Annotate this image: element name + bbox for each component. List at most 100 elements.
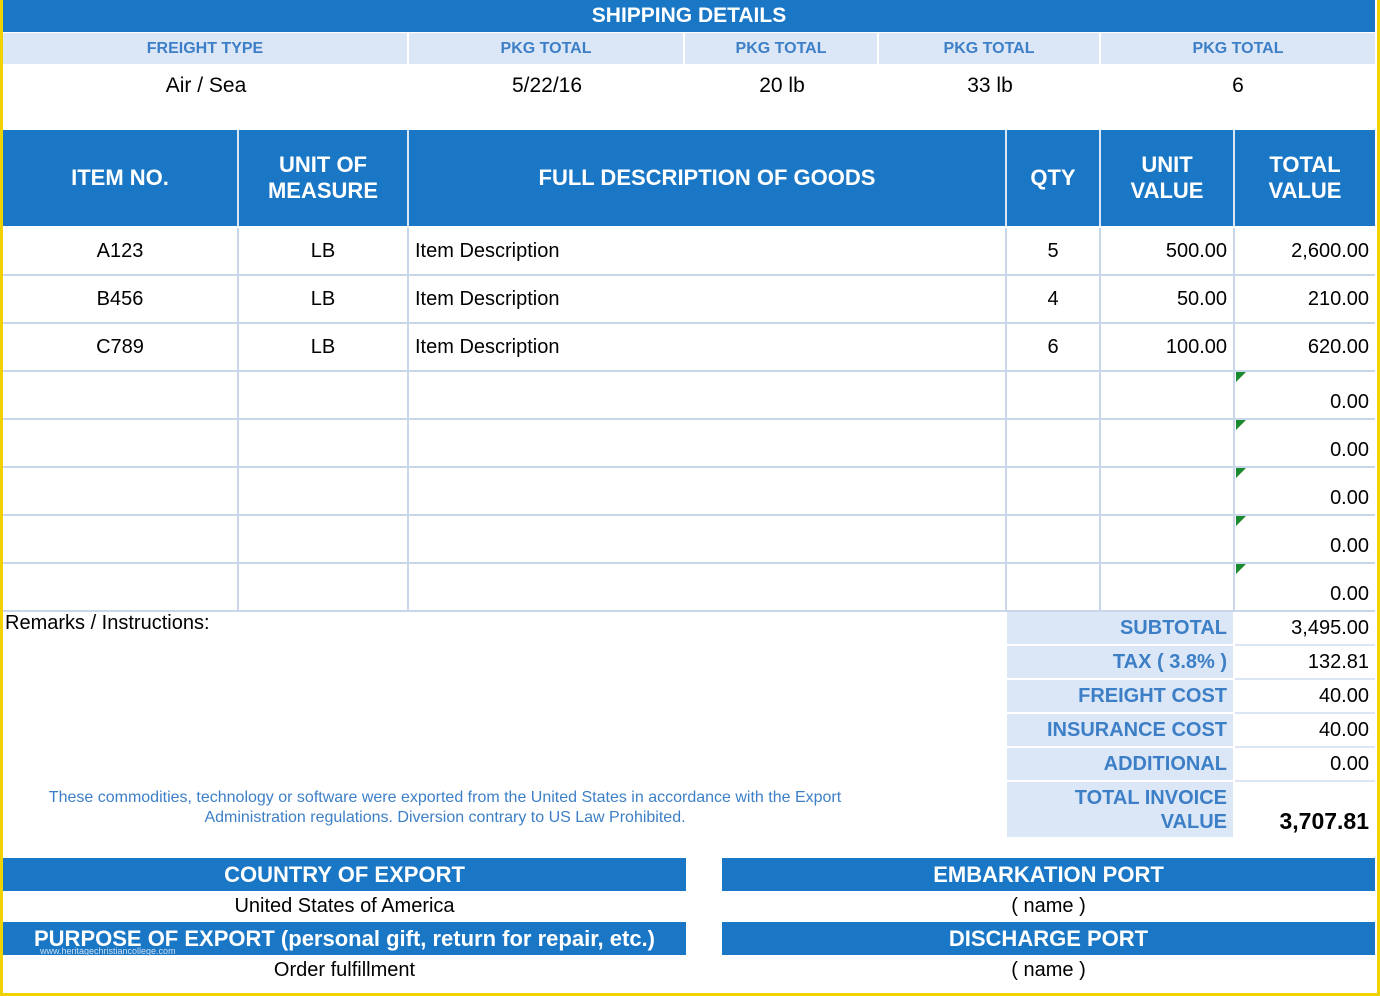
qty-cell[interactable] <box>1007 516 1101 564</box>
item-no-cell[interactable] <box>3 468 239 516</box>
subtotal-label: SUBTOTAL <box>1007 612 1233 646</box>
export-notice: These commodities, technology or softwar… <box>30 788 860 828</box>
remarks-label: Remarks / Instructions: <box>5 612 210 634</box>
total-invoice-value: 3,707.81 <box>1279 808 1369 834</box>
pkg-total-value-2[interactable]: 20 lb <box>759 74 805 97</box>
uom-cell[interactable]: LB <box>239 276 409 324</box>
total-invoice-label: TOTAL INVOICE VALUE <box>1007 782 1233 839</box>
subtotal-value: 3,495.00 <box>1235 612 1375 646</box>
total-value-cell: 2,600.00 <box>1235 228 1375 276</box>
freight-cost-label: FREIGHT COST <box>1007 680 1233 714</box>
pkg-total-value-4[interactable]: 6 <box>1232 74 1244 97</box>
formula-indicator-icon <box>1236 564 1246 574</box>
additional-label: ADDITIONAL <box>1007 748 1233 782</box>
description-cell[interactable] <box>409 516 1007 564</box>
unit-value-cell[interactable] <box>1101 420 1235 468</box>
qty-cell[interactable] <box>1007 468 1101 516</box>
total-value-text: 0.00 <box>1330 487 1369 509</box>
uom-cell[interactable] <box>239 564 409 612</box>
total-value-header: TOTAL VALUE <box>1235 130 1375 226</box>
formula-indicator-icon <box>1236 420 1246 430</box>
pkg-total-header-4: PKG TOTAL <box>1101 33 1375 64</box>
total-value-cell: 210.00 <box>1235 276 1375 324</box>
embarkation-port-header: EMBARKATION PORT <box>722 858 1375 891</box>
unit-value-cell[interactable]: 500.00 <box>1101 228 1235 276</box>
formula-indicator-icon <box>1236 468 1246 478</box>
description-cell[interactable]: Item Description <box>409 324 1007 372</box>
unit-value-cell[interactable] <box>1101 516 1235 564</box>
description-cell[interactable] <box>409 468 1007 516</box>
pkg-total-header-1: PKG TOTAL <box>409 33 685 64</box>
discharge-port-value[interactable]: ( name ) <box>1011 958 1086 981</box>
total-value-cell: 0.00 <box>1235 468 1375 516</box>
unit-value-cell[interactable] <box>1101 564 1235 612</box>
pkg-total-header-3: PKG TOTAL <box>879 33 1101 64</box>
uom-cell[interactable] <box>239 468 409 516</box>
purpose-of-export-value[interactable]: Order fulfillment <box>273 958 416 981</box>
freight-type-header: FREIGHT TYPE <box>3 33 409 64</box>
qty-cell[interactable] <box>1007 420 1101 468</box>
total-value-cell: 620.00 <box>1235 324 1375 372</box>
description-cell[interactable]: Item Description <box>409 276 1007 324</box>
unit-value-cell[interactable]: 100.00 <box>1101 324 1235 372</box>
qty-cell[interactable]: 5 <box>1007 228 1101 276</box>
unit-value-cell[interactable] <box>1101 372 1235 420</box>
item-no-cell[interactable]: B456 <box>3 276 239 324</box>
total-value-text: 0.00 <box>1330 583 1369 605</box>
description-cell[interactable] <box>409 564 1007 612</box>
freight-type-value[interactable]: Air / Sea <box>165 74 247 97</box>
qty-cell[interactable] <box>1007 372 1101 420</box>
pkg-total-header-2: PKG TOTAL <box>685 33 879 64</box>
qty-header: QTY <box>1007 130 1101 226</box>
uom-cell[interactable] <box>239 420 409 468</box>
embarkation-port-value[interactable]: ( name ) <box>1011 894 1086 917</box>
item-no-cell[interactable] <box>3 564 239 612</box>
insurance-cost-value[interactable]: 40.00 <box>1235 714 1375 748</box>
item-no-header: ITEM NO. <box>3 130 239 226</box>
pkg-total-value-3[interactable]: 33 lb <box>967 74 1013 97</box>
description-cell[interactable] <box>409 420 1007 468</box>
unit-value-cell[interactable] <box>1101 468 1235 516</box>
total-value-text: 0.00 <box>1330 535 1369 557</box>
tax-label: TAX ( 3.8% ) <box>1007 646 1233 680</box>
item-no-cell[interactable]: C789 <box>3 324 239 372</box>
uom-cell[interactable]: LB <box>239 324 409 372</box>
purpose-of-export-header: PURPOSE OF EXPORT (personal gift, return… <box>3 922 686 955</box>
total-value-text: 0.00 <box>1330 439 1369 461</box>
total-invoice-label-line-1: TOTAL INVOICE <box>1074 786 1227 809</box>
export-notice-line-1: These commodities, technology or softwar… <box>48 789 842 806</box>
unit-of-measure-header: UNIT OF MEASURE <box>239 130 409 226</box>
insurance-cost-label: INSURANCE COST <box>1007 714 1233 748</box>
item-no-cell[interactable] <box>3 372 239 420</box>
unit-value-header: UNIT VALUE <box>1101 130 1235 226</box>
additional-value[interactable]: 0.00 <box>1235 748 1375 782</box>
freight-cost-value[interactable]: 40.00 <box>1235 680 1375 714</box>
total-value-text: 0.00 <box>1330 391 1369 413</box>
unit-value-cell[interactable]: 50.00 <box>1101 276 1235 324</box>
item-no-cell[interactable] <box>3 516 239 564</box>
item-no-cell[interactable] <box>3 420 239 468</box>
total-value-cell: 0.00 <box>1235 564 1375 612</box>
pkg-total-value-1[interactable]: 5/22/16 <box>511 74 583 97</box>
total-value-cell: 0.00 <box>1235 420 1375 468</box>
uom-cell[interactable] <box>239 516 409 564</box>
formula-indicator-icon <box>1236 516 1246 526</box>
description-header: FULL DESCRIPTION OF GOODS <box>409 130 1007 226</box>
formula-indicator-icon <box>1236 372 1246 382</box>
export-notice-line-2: Administration regulations. Diversion co… <box>204 809 686 826</box>
discharge-port-header: DISCHARGE PORT <box>722 922 1375 955</box>
uom-cell[interactable] <box>239 372 409 420</box>
description-cell[interactable] <box>409 372 1007 420</box>
tax-value: 132.81 <box>1235 646 1375 680</box>
total-invoice-label-line-2: VALUE <box>1160 810 1227 833</box>
country-of-export-value[interactable]: United States of America <box>234 894 455 917</box>
qty-cell[interactable]: 6 <box>1007 324 1101 372</box>
qty-cell[interactable] <box>1007 564 1101 612</box>
item-no-cell[interactable]: A123 <box>3 228 239 276</box>
uom-cell[interactable]: LB <box>239 228 409 276</box>
description-cell[interactable]: Item Description <box>409 228 1007 276</box>
total-value-cell: 0.00 <box>1235 372 1375 420</box>
qty-cell[interactable]: 4 <box>1007 276 1101 324</box>
country-of-export-header: COUNTRY OF EXPORT <box>3 858 686 891</box>
